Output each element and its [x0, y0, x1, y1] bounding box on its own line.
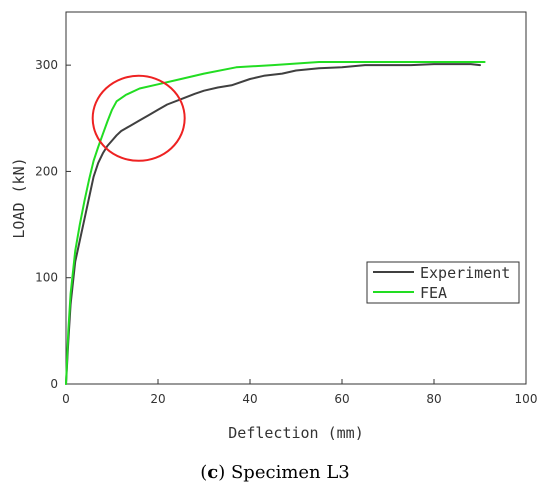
legend-box [366, 261, 520, 304]
caption-letter: c [207, 462, 219, 483]
caption-text: ) Specimen L3 [218, 462, 350, 483]
y-tick-label: 100 [35, 271, 58, 285]
legend-label-fea: FEA [420, 284, 447, 302]
plot-area [65, 11, 527, 385]
x-tick-label: 0 [62, 392, 70, 406]
x-tick-label: 100 [515, 392, 538, 406]
annotation-layer [91, 74, 186, 162]
y-axis: 0 100 200 300 [35, 58, 71, 391]
x-axis-label: Deflection (mm) [228, 424, 363, 442]
series-layer [65, 61, 486, 385]
x-axis: 0 20 40 60 80 100 [62, 379, 537, 406]
legend: Experiment FEA [366, 261, 520, 304]
x-tick-label: 80 [426, 392, 441, 406]
caption-open: ( [200, 462, 208, 483]
x-tick-label: 20 [150, 392, 165, 406]
highlight-circle [91, 74, 186, 162]
y-tick-label: 0 [50, 377, 58, 391]
y-axis-label: LOAD (kN) [10, 157, 28, 238]
legend-label-experiment: Experiment [420, 264, 510, 282]
y-tick-label: 200 [35, 164, 58, 178]
series-line-experiment [65, 63, 481, 385]
figure-caption: (c) Specimen L3 [0, 462, 550, 483]
x-tick-label: 60 [334, 392, 349, 406]
x-tick-label: 40 [242, 392, 257, 406]
series-line-fea [65, 61, 486, 385]
y-tick-label: 300 [35, 58, 58, 72]
